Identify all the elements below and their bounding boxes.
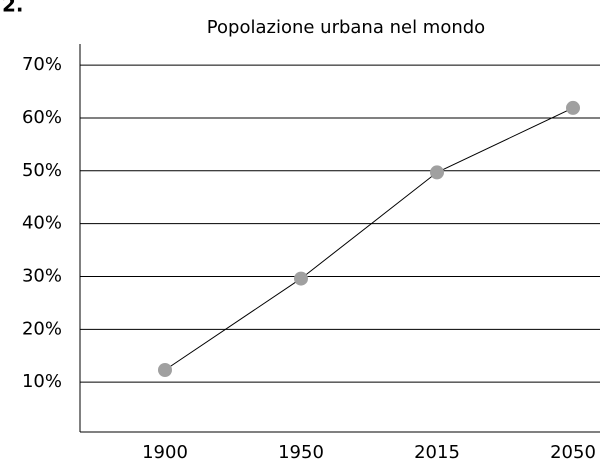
y-tick-label: 30% bbox=[22, 265, 62, 286]
heading: 2. bbox=[2, 0, 24, 17]
y-tick-label: 10% bbox=[22, 371, 62, 392]
x-tick-label: 1900 bbox=[142, 442, 188, 463]
x-tick-label: 1950 bbox=[278, 442, 324, 463]
x-tick-label: 2015 bbox=[414, 442, 460, 463]
data-point bbox=[294, 271, 308, 286]
y-tick-label: 70% bbox=[22, 54, 62, 75]
data-point bbox=[566, 100, 580, 115]
y-tick-label: 40% bbox=[22, 213, 62, 234]
data-point bbox=[158, 363, 172, 378]
data-line bbox=[164, 107, 574, 371]
chart-title: Popolazione urbana nel mondo bbox=[207, 17, 485, 38]
x-tick-label: 2050 bbox=[550, 442, 596, 463]
y-tick-label: 60% bbox=[22, 107, 62, 128]
y-tick-label: 20% bbox=[22, 318, 62, 339]
y-tick-label: 50% bbox=[22, 160, 62, 181]
data-point bbox=[430, 165, 444, 180]
